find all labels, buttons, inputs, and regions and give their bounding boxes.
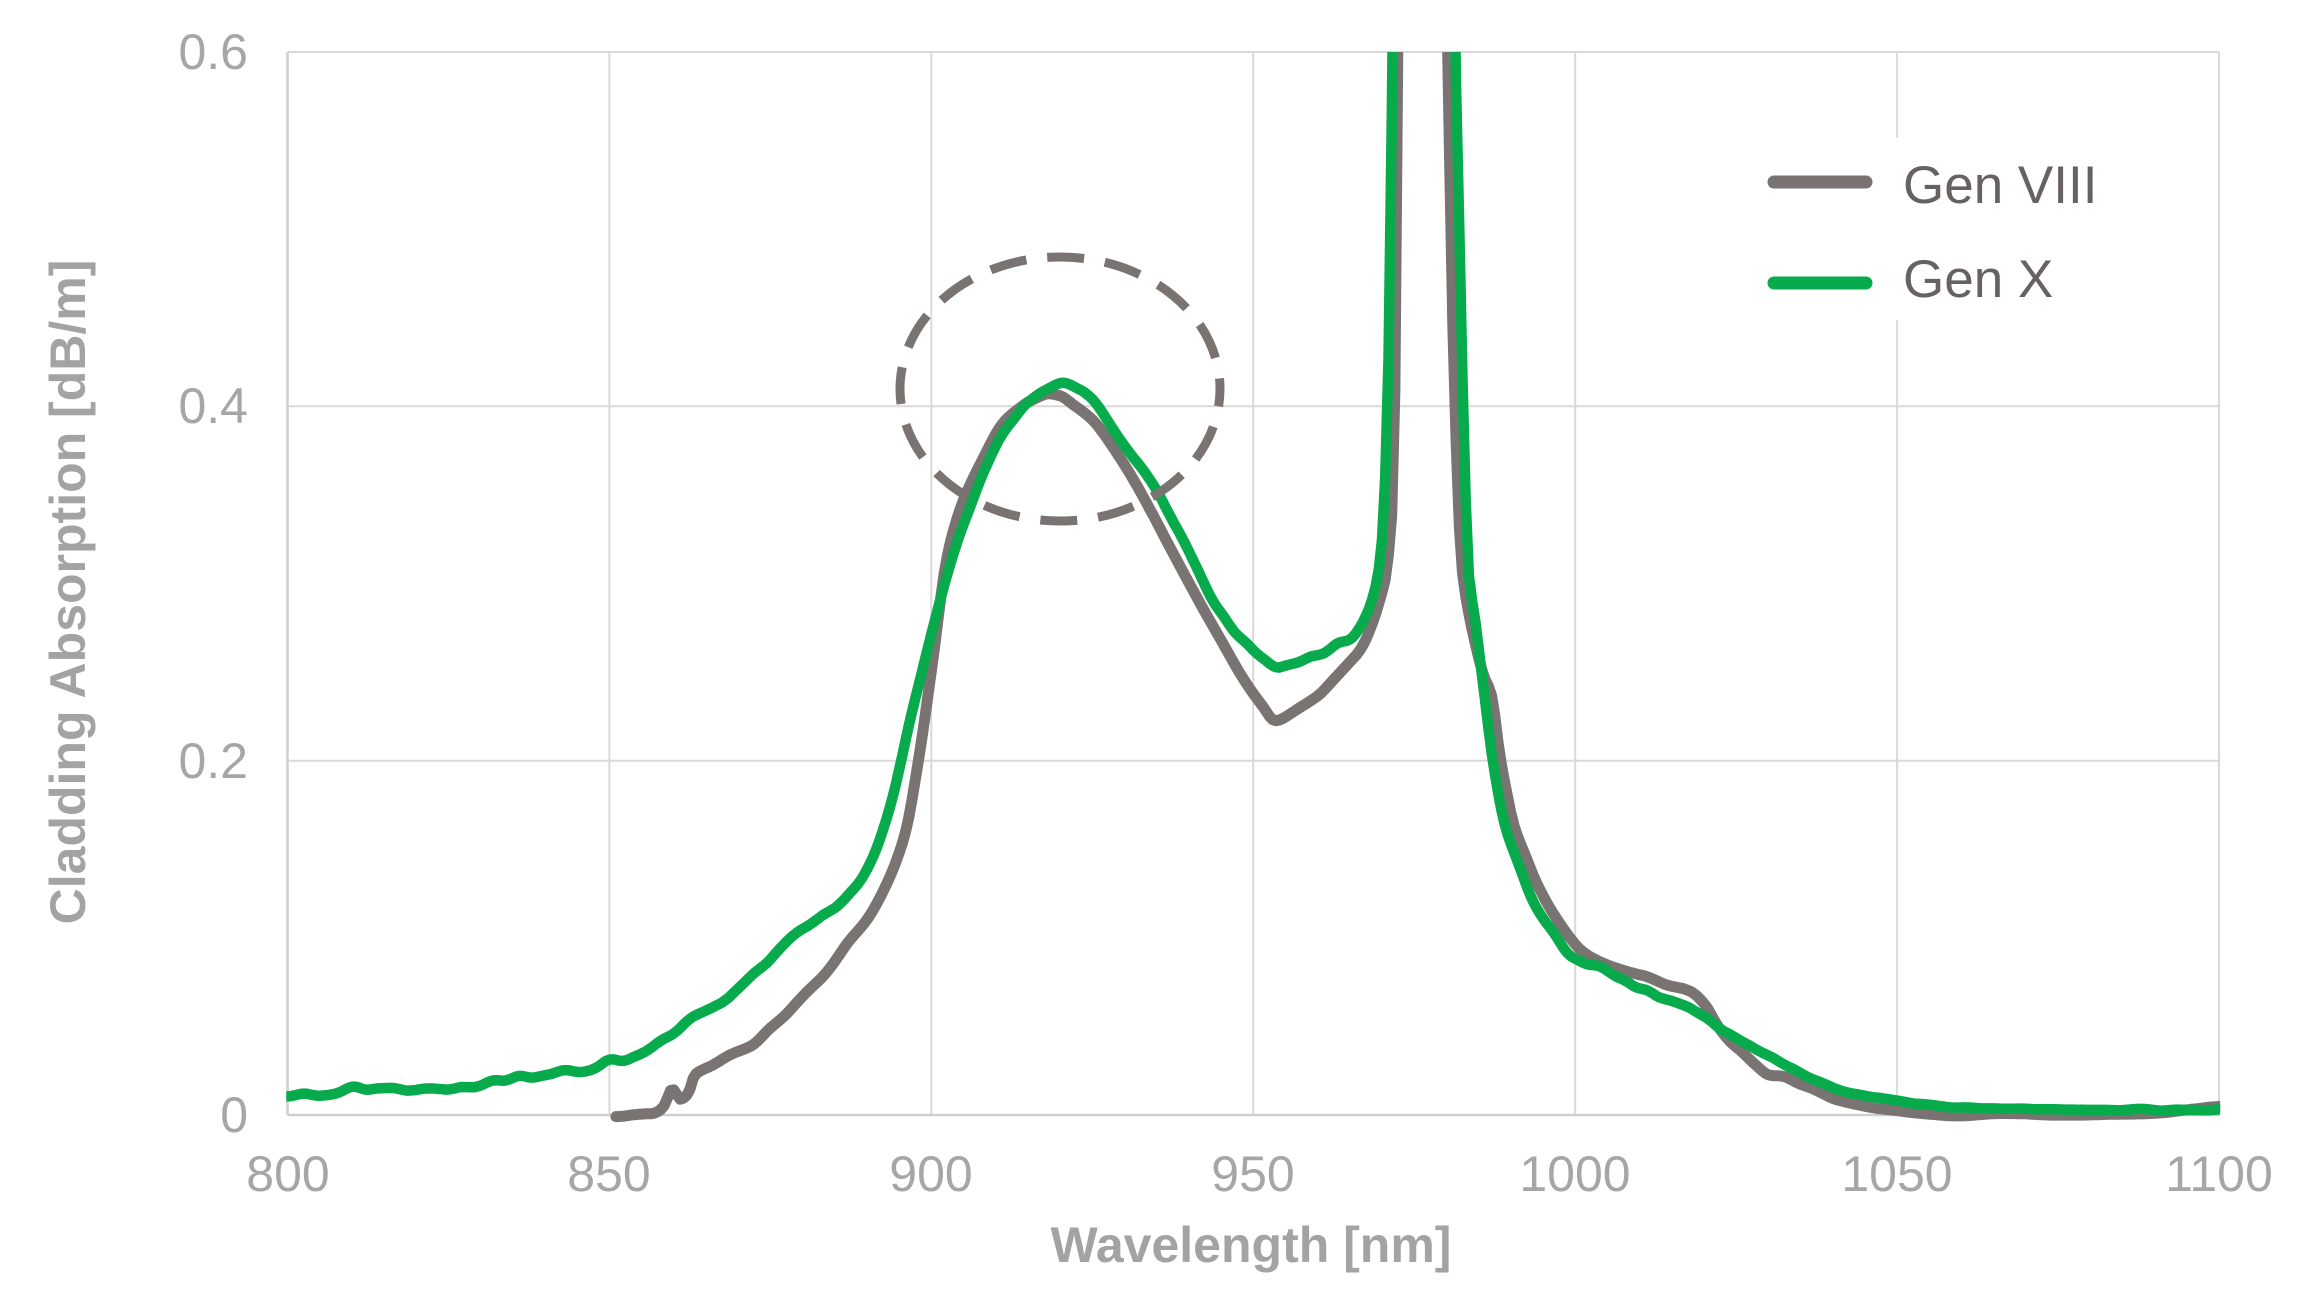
- svg-text:1050: 1050: [1841, 1146, 1952, 1202]
- svg-text:900: 900: [889, 1146, 972, 1202]
- svg-text:0.6: 0.6: [178, 24, 248, 80]
- svg-text:1000: 1000: [1519, 1146, 1630, 1202]
- svg-text:0.2: 0.2: [178, 733, 248, 789]
- svg-text:1100: 1100: [2165, 1146, 2273, 1202]
- svg-text:0: 0: [220, 1087, 248, 1143]
- svg-text:0.4: 0.4: [178, 378, 248, 434]
- svg-text:950: 950: [1211, 1146, 1294, 1202]
- svg-text:850: 850: [567, 1146, 650, 1202]
- svg-text:Gen VIII: Gen VIII: [1903, 156, 2097, 215]
- svg-text:800: 800: [246, 1146, 329, 1202]
- svg-text:Wavelength [nm]: Wavelength [nm]: [1051, 1217, 1452, 1273]
- svg-text:Gen X: Gen X: [1903, 250, 2053, 309]
- svg-text:Cladding Absorption [dB/m]: Cladding Absorption [dB/m]: [40, 260, 96, 925]
